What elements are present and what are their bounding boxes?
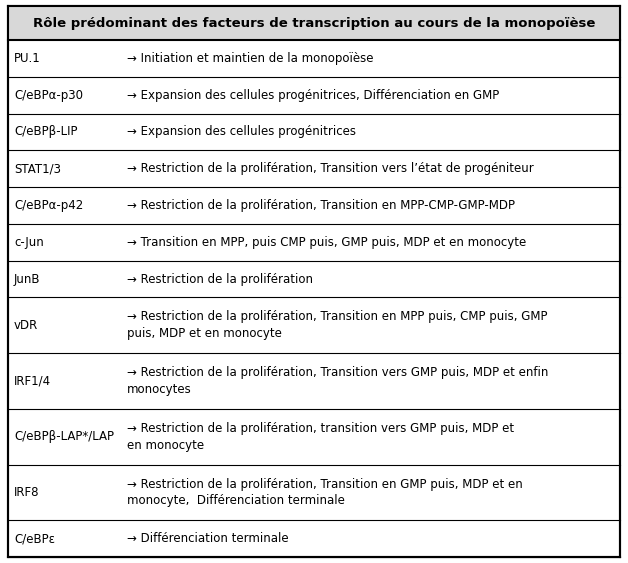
Text: → Initiation et maintien de la monopoïèse: → Initiation et maintien de la monopoïès… [127,52,374,65]
Text: JunB: JunB [14,272,40,285]
Text: → Restriction de la prolifération, Transition vers l’état de progéniteur: → Restriction de la prolifération, Trans… [127,162,534,175]
Text: C/eBPε: C/eBPε [14,532,55,545]
Text: en monocyte: en monocyte [127,439,205,452]
Text: puis, MDP et en monocyte: puis, MDP et en monocyte [127,327,282,340]
Text: Rôle prédominant des facteurs de transcription au cours de la monopoïèse: Rôle prédominant des facteurs de transcr… [33,16,595,29]
Text: → Restriction de la prolifération: → Restriction de la prolifération [127,272,313,285]
Text: monocyte,  Différenciation terminale: monocyte, Différenciation terminale [127,494,345,507]
Text: C/eBPα-p30: C/eBPα-p30 [14,88,83,102]
Text: → Différenciation terminale: → Différenciation terminale [127,532,289,545]
Text: IRF8: IRF8 [14,486,40,499]
Text: monocytes: monocytes [127,383,192,396]
Text: vDR: vDR [14,319,38,332]
Text: IRF1/4: IRF1/4 [14,374,51,387]
Text: → Restriction de la prolifération, Transition vers GMP puis, MDP et enfin: → Restriction de la prolifération, Trans… [127,366,549,379]
Text: c-Jun: c-Jun [14,236,44,249]
Text: → Restriction de la prolifération, transition vers GMP puis, MDP et: → Restriction de la prolifération, trans… [127,422,514,435]
Text: → Expansion des cellules progénitrices, Différenciation en GMP: → Expansion des cellules progénitrices, … [127,88,500,102]
Text: → Expansion des cellules progénitrices: → Expansion des cellules progénitrices [127,126,356,138]
Text: → Transition en MPP, puis CMP puis, GMP puis, MDP et en monocyte: → Transition en MPP, puis CMP puis, GMP … [127,236,527,249]
Text: STAT1/3: STAT1/3 [14,162,61,175]
Text: C/eBPα-p42: C/eBPα-p42 [14,199,84,212]
Text: PU.1: PU.1 [14,52,41,65]
Text: → Restriction de la prolifération, Transition en MPP-CMP-GMP-MDP: → Restriction de la prolifération, Trans… [127,199,516,212]
Text: → Restriction de la prolifération, Transition en MPP puis, CMP puis, GMP: → Restriction de la prolifération, Trans… [127,310,548,323]
Bar [8,6,620,40]
Text: C/eBPβ-LIP: C/eBPβ-LIP [14,126,77,138]
Text: → Restriction de la prolifération, Transition en GMP puis, MDP et en: → Restriction de la prolifération, Trans… [127,477,523,490]
Text: C/eBPβ-LAP*/LAP: C/eBPβ-LAP*/LAP [14,430,114,443]
